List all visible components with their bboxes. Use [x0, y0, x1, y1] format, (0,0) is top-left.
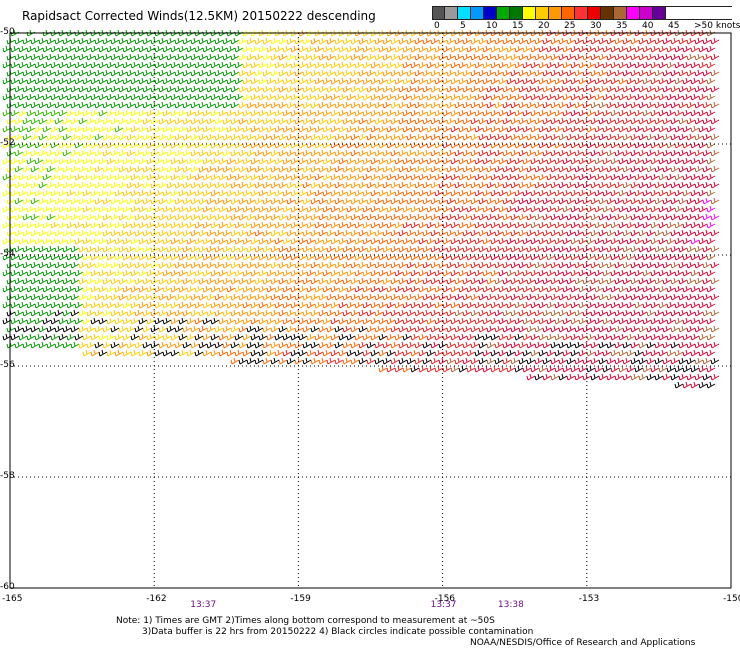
time-label: 13:37 [190, 600, 217, 610]
time-label: 13:38 [497, 600, 524, 610]
lon-label: -162 [146, 594, 167, 604]
map-area [2, 29, 732, 589]
legend-label: 25 [564, 21, 576, 31]
wind-barb-group [282, 29, 716, 373]
notes: Note: 1) Times are GMT 2)Times along bot… [116, 616, 533, 638]
wind-speed-legend: 0 5 10 15 20 25 30 35 40 45 >50 knots [432, 6, 740, 35]
legend-swatch [536, 7, 549, 19]
wind-barb-group [50, 29, 420, 357]
time-label: 13:37 [430, 600, 457, 610]
map-frame [9, 32, 732, 589]
note-line-1: Note: 1) Times are GMT 2)Times along bot… [116, 616, 495, 626]
map-title: Rapidsact Corrected Winds(12.5KM) 201502… [22, 9, 376, 23]
lat-label: -54 [0, 249, 15, 259]
legend-swatch [588, 7, 601, 19]
legend-swatch [575, 7, 588, 19]
legend-label: 15 [512, 21, 524, 31]
legend-label: 20 [538, 21, 550, 31]
legend-label: 10 [486, 21, 498, 31]
wind-barb-group [446, 29, 720, 381]
wind-barb-group [2, 29, 244, 349]
credit-text: NOAA/NESDIS/Office of Research and Appli… [470, 638, 696, 648]
legend-labels: 0 5 10 15 20 25 30 35 40 45 >50 knots [432, 21, 740, 35]
legend-swatch [627, 7, 640, 19]
legend-label: 5 [460, 21, 466, 31]
lon-label: -165 [2, 594, 23, 604]
wind-barb-group [430, 37, 720, 389]
legend-swatch [497, 7, 510, 19]
note-line-2: 3)Data buffer is 22 hrs from 20150222 4)… [142, 627, 534, 637]
legend-label: 45 [668, 21, 680, 31]
lat-label: -60 [0, 582, 15, 592]
lat-label: -56 [0, 360, 15, 370]
wind-barb-group [90, 29, 532, 357]
legend-label: >50 knots [694, 21, 740, 31]
legend-label: 0 [434, 21, 440, 31]
wind-barbs [2, 29, 720, 389]
legend-swatch [458, 7, 471, 19]
legend-swatch [549, 7, 562, 19]
legend-swatch [471, 7, 484, 19]
legend-color-bar [432, 6, 732, 20]
lat-label: -58 [0, 471, 15, 481]
wind-barb-group [2, 309, 720, 389]
legend-label: 30 [590, 21, 602, 31]
lon-label: -150 [723, 594, 740, 604]
legend-swatch [484, 7, 497, 19]
legend-swatch [640, 7, 653, 19]
legend-swatch [432, 7, 445, 19]
legend-label: 40 [642, 21, 654, 31]
legend-swatch [614, 7, 627, 19]
lat-label: -52 [0, 138, 15, 148]
lon-label: -159 [290, 594, 311, 604]
legend-swatch [653, 7, 666, 19]
wind-barb-group [690, 197, 720, 245]
lon-label: -156 [434, 594, 456, 604]
legend-swatch [445, 7, 458, 19]
wind-barb-group [2, 29, 316, 341]
legend-swatch [562, 7, 575, 19]
legend-label: 35 [616, 21, 628, 31]
lat-label: -50 [0, 27, 15, 37]
lon-label: -153 [578, 594, 600, 604]
legend-swatch [523, 7, 536, 19]
legend-swatch [601, 7, 614, 19]
wind-map [2, 29, 732, 589]
legend-swatch [510, 7, 523, 19]
map-grid [10, 33, 731, 588]
